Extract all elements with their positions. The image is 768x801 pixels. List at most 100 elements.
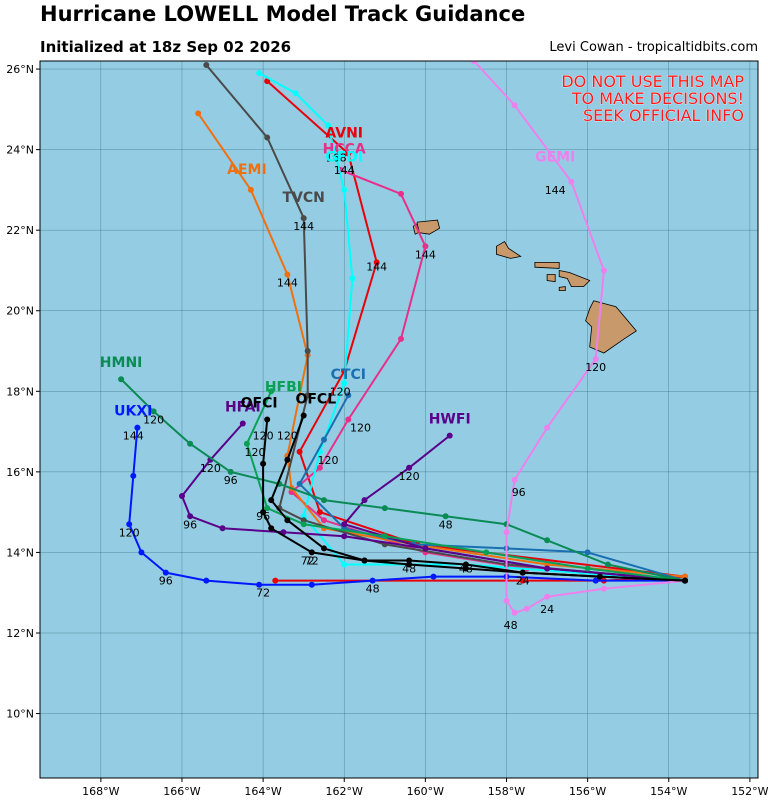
forecast-hour-label: 72 bbox=[305, 555, 319, 568]
model-tracks bbox=[118, 61, 688, 616]
forecast-hour-label: 48 bbox=[459, 563, 473, 576]
forecast-hour-label: 96 bbox=[512, 486, 526, 499]
forecast-hour-label: 72 bbox=[256, 587, 270, 600]
lon-tick-label: 166°W bbox=[163, 785, 200, 798]
forecast-hour-label: 144 bbox=[293, 220, 314, 233]
track-point-avni bbox=[316, 509, 323, 516]
track-point-gemi bbox=[503, 529, 510, 536]
track-point-gemi bbox=[511, 102, 518, 109]
forecast-hour-label: 144 bbox=[415, 248, 436, 261]
track-line-tvcn bbox=[205, 64, 686, 582]
track-point-gemi bbox=[503, 597, 510, 604]
track-point-hmni bbox=[381, 505, 388, 512]
model-name-hcca: HCCA bbox=[323, 142, 366, 158]
warning-line-2: TO MAKE DECISIONS! bbox=[571, 89, 744, 108]
track-point-gemi bbox=[544, 593, 551, 600]
track-line-aemi bbox=[197, 112, 686, 578]
track-point-ukxi bbox=[134, 424, 141, 431]
track-point-hmni bbox=[442, 513, 449, 520]
track-point-ukxi bbox=[256, 581, 263, 588]
forecast-hour-label: 120 bbox=[245, 446, 266, 459]
track-point-gfdi bbox=[349, 275, 356, 282]
map-title: Hurricane LOWELL Model Track Guidance bbox=[40, 2, 526, 26]
track-point-hmni bbox=[321, 497, 327, 504]
forecast-hour-label: 144 bbox=[334, 164, 355, 177]
model-name-gemi: GEMI bbox=[535, 150, 575, 166]
track-point-ctci bbox=[321, 436, 327, 443]
track-point-ctci bbox=[345, 392, 352, 399]
track-line-hmni bbox=[120, 378, 686, 582]
track-point-hcca bbox=[398, 335, 404, 342]
track-point-hmni bbox=[187, 440, 194, 447]
forecast-hour-label: 48 bbox=[439, 518, 453, 531]
track-point-hfai bbox=[341, 533, 348, 540]
model-name-hfbi: HFBI bbox=[265, 379, 302, 395]
track-line-hfbi bbox=[245, 390, 686, 582]
track-point-ukxi bbox=[369, 577, 376, 584]
lat-tick-label: 12°N bbox=[6, 627, 34, 640]
track-point-hwfi bbox=[341, 521, 348, 528]
track-point-ofcl bbox=[519, 569, 526, 576]
track-point-gfdi bbox=[341, 561, 348, 568]
forecast-hour-label: 120 bbox=[143, 414, 164, 427]
track-point-ukxi bbox=[308, 581, 315, 588]
track-point-ofcl bbox=[406, 561, 413, 568]
track-point-ofcl bbox=[462, 565, 469, 572]
model-name-hwfi: HWFI bbox=[429, 412, 471, 428]
lat-lon-grid bbox=[40, 61, 758, 778]
model-name-ukxi: UKXI bbox=[114, 404, 152, 420]
forecast-hour-label: 48 bbox=[366, 583, 380, 596]
forecast-hour-label: 168 bbox=[326, 152, 347, 165]
track-point-ofcl bbox=[300, 412, 307, 419]
track-point-ofcl bbox=[321, 545, 327, 552]
lon-tick-label: 156°W bbox=[569, 785, 606, 798]
track-point-tvcn bbox=[203, 62, 210, 68]
track-point-hcca bbox=[398, 190, 404, 197]
track-point-gfdi bbox=[292, 90, 299, 97]
track-point-ukxi bbox=[130, 472, 137, 479]
model-name-ofci: OFCI bbox=[241, 395, 278, 411]
lat-tick-label: 16°N bbox=[6, 466, 34, 479]
warning-text: DO NOT USE THIS MAP TO MAKE DECISIONS! S… bbox=[561, 72, 745, 126]
model-name-ctci: CTCI bbox=[331, 367, 366, 383]
forecast-hour-label: 120 bbox=[585, 361, 606, 374]
track-point-aemi bbox=[195, 110, 202, 117]
track-point-ofci bbox=[308, 549, 315, 556]
ocean-background bbox=[40, 61, 758, 778]
track-point-ofci bbox=[260, 509, 267, 516]
track-point-aemi bbox=[284, 271, 291, 278]
track-point-avni bbox=[272, 577, 279, 584]
track-point-ofcl bbox=[268, 497, 275, 504]
track-point-gemi bbox=[544, 424, 551, 431]
island-oahu bbox=[495, 240, 522, 259]
forecast-hour-label: 120 bbox=[399, 470, 420, 483]
track-point-hwfi bbox=[361, 497, 368, 504]
track-line-gemi bbox=[473, 61, 686, 614]
forecast-hour-label: 144 bbox=[545, 184, 566, 197]
track-point-gemi bbox=[523, 605, 530, 612]
model-name-hfai: HFAI bbox=[225, 399, 261, 415]
model-name-avni: AVNI bbox=[325, 126, 363, 142]
track-point-ctci bbox=[584, 549, 591, 556]
forecast-hour-label: 120 bbox=[350, 422, 371, 435]
track-point-aemi bbox=[247, 186, 254, 193]
lon-tick-label: 158°W bbox=[488, 785, 525, 798]
model-name-gfdi: GFDI bbox=[325, 150, 363, 166]
forecast-hour-label: 120 bbox=[200, 462, 221, 475]
track-point-hfbi bbox=[268, 388, 275, 395]
track-point-ukxi bbox=[592, 577, 599, 584]
lat-tick-label: 26°N bbox=[6, 63, 34, 76]
forecast-hour-label: 96 bbox=[256, 510, 270, 523]
lon-tick-label: 154°W bbox=[650, 785, 687, 798]
track-point-tvcn bbox=[300, 215, 307, 222]
track-point-avni bbox=[345, 150, 352, 157]
track-point-ofcl bbox=[596, 573, 603, 580]
lat-tick-label: 22°N bbox=[6, 224, 34, 237]
track-line-hfai bbox=[181, 422, 686, 582]
track-point-gemi bbox=[592, 356, 599, 363]
track-point-hfbi bbox=[243, 440, 250, 447]
track-point-gemi bbox=[511, 476, 518, 483]
track-point-hcca bbox=[316, 464, 323, 471]
forecast-hour-label: 144 bbox=[123, 430, 144, 443]
